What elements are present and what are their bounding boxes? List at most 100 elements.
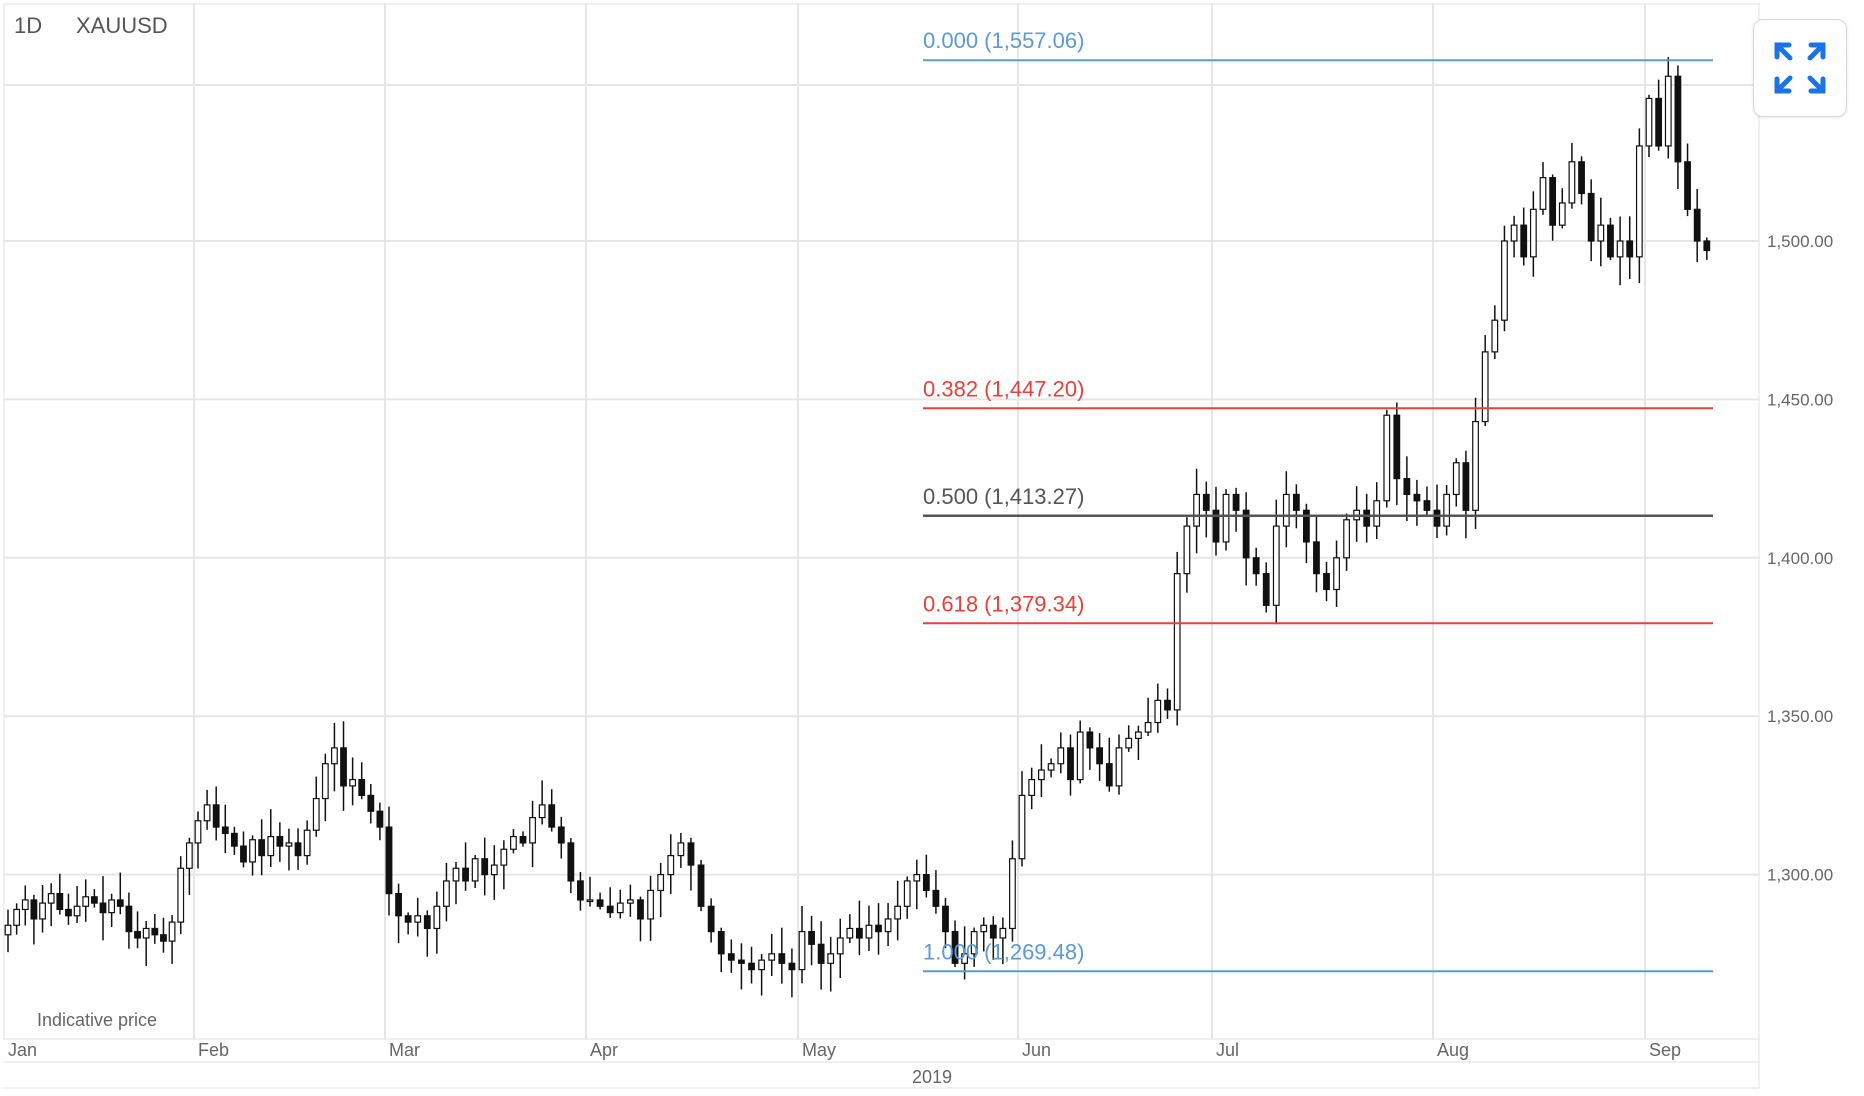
candle: [1303, 509, 1310, 543]
candle: [808, 931, 815, 945]
candle: [385, 826, 393, 895]
candle: [1272, 525, 1280, 606]
candle: [586, 899, 594, 903]
candle: [557, 826, 565, 844]
candle: [687, 842, 695, 866]
candle: [1452, 462, 1460, 496]
candle: [1262, 573, 1270, 606]
candle: [1086, 731, 1094, 749]
candle: [376, 810, 384, 828]
candle: [548, 804, 556, 828]
candle: [1587, 192, 1595, 242]
candle: [697, 864, 705, 907]
candle: [1472, 420, 1479, 511]
candle: [177, 867, 185, 923]
x-tick-label: Mar: [389, 1040, 420, 1060]
plot-frame: [3, 3, 1760, 1040]
candle: [73, 905, 81, 917]
candle: [1703, 240, 1711, 252]
candle: [285, 842, 293, 847]
candle: [367, 794, 375, 812]
candle: [1635, 145, 1643, 258]
candle: [490, 864, 498, 876]
candle: [1047, 763, 1055, 771]
fib-label-0.000: 0.000 (1,557.06): [923, 28, 1084, 53]
candle: [1292, 493, 1300, 511]
candle: [1067, 747, 1074, 781]
candle: [647, 889, 654, 920]
fib-label-0.618: 0.618 (1,379.34): [923, 591, 1084, 616]
candle: [999, 927, 1007, 939]
candle: [1252, 557, 1260, 575]
candle: [108, 899, 116, 914]
candle: [657, 873, 665, 892]
candle: [707, 905, 715, 933]
interval-label[interactable]: 1D: [14, 13, 42, 38]
expand-button[interactable]: [1753, 19, 1847, 117]
candle: [203, 804, 211, 822]
candle: [758, 959, 766, 971]
candle: [194, 820, 202, 844]
candle: [1232, 493, 1240, 511]
candle: [1443, 493, 1451, 527]
candle: [1684, 161, 1691, 210]
candle: [433, 905, 441, 930]
candle: [932, 889, 940, 907]
indicative-price-note: Indicative price: [37, 1010, 157, 1030]
x-tick-label: Sep: [1649, 1040, 1681, 1060]
year-label: 2019: [912, 1067, 952, 1087]
candle: [276, 835, 284, 847]
candle: [1645, 97, 1653, 147]
candle: [1558, 202, 1566, 226]
candle: [1363, 509, 1371, 527]
candle: [1529, 208, 1537, 258]
fibonacci-retracement[interactable]: 0.000 (1,557.06) 0.382 (1,447.20) 0.500 (1…: [923, 28, 1713, 973]
candle: [267, 835, 275, 857]
candle: [510, 835, 517, 850]
candle: [1134, 731, 1142, 739]
candle: [951, 931, 959, 964]
candle: [567, 842, 575, 882]
candle: [358, 778, 366, 796]
candle: [855, 927, 863, 939]
candle: [1655, 97, 1663, 147]
candle: [894, 905, 902, 920]
candle: [423, 915, 431, 930]
candle: [303, 829, 311, 857]
candle: [1343, 519, 1350, 559]
y-tick-label: 1,500.00: [1767, 232, 1833, 251]
candle: [1674, 75, 1682, 163]
candle: [258, 839, 266, 857]
candle: [1018, 794, 1026, 860]
candle: [116, 899, 124, 907]
candle: [616, 902, 624, 914]
y-tick-label: 1,450.00: [1767, 390, 1833, 409]
candle: [1282, 493, 1290, 527]
x-tick-label: May: [802, 1040, 836, 1060]
candle: [1383, 414, 1391, 502]
candle: [1568, 161, 1576, 204]
candle: [1096, 747, 1104, 765]
candle: [606, 905, 614, 914]
candle: [1616, 240, 1624, 258]
candle: [1242, 509, 1250, 559]
candle: [404, 915, 412, 923]
candle: [312, 797, 320, 831]
candle: [212, 804, 220, 828]
y-tick-label: 1,400.00: [1767, 549, 1833, 568]
candle: [47, 893, 55, 904]
candle: [1626, 240, 1634, 258]
candle: [637, 899, 644, 920]
symbol-label[interactable]: XAUUSD: [76, 13, 168, 38]
candle: [1323, 573, 1330, 591]
candle: [99, 902, 107, 914]
candle: [778, 953, 786, 964]
candle: [596, 899, 604, 907]
candle: [717, 931, 725, 955]
candle: [1433, 509, 1441, 527]
candle: [1105, 763, 1113, 787]
candle: [443, 880, 450, 907]
candle: [230, 832, 238, 847]
candle: [39, 902, 46, 920]
